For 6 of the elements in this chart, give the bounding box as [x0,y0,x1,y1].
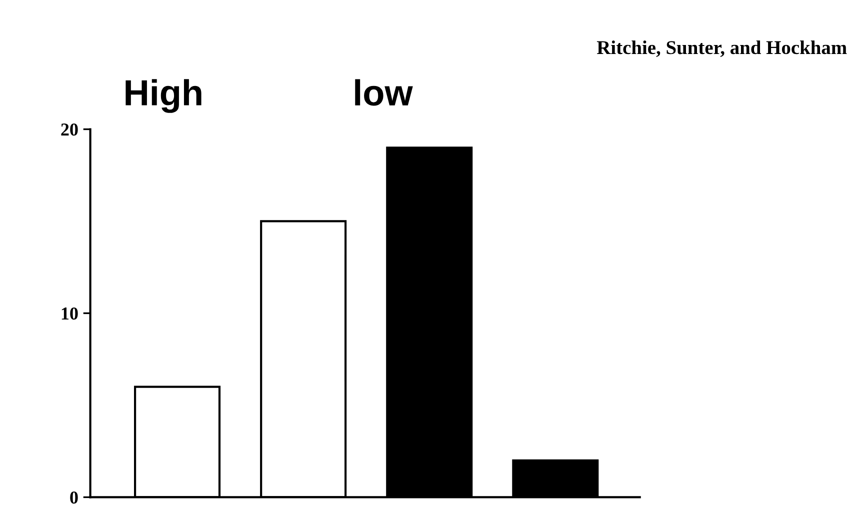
y-tick-label: 20 [61,123,78,136]
y-tick-label: 0 [70,491,78,504]
text: low [355,79,413,106]
text: Ritchie, Sunter, and Hockham [596,40,847,57]
y-tick-label: 10 [62,307,78,320]
text: High [126,79,202,113]
